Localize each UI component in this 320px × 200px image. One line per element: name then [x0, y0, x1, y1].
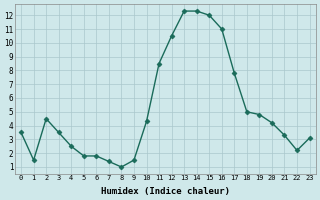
X-axis label: Humidex (Indice chaleur): Humidex (Indice chaleur) [101, 187, 230, 196]
